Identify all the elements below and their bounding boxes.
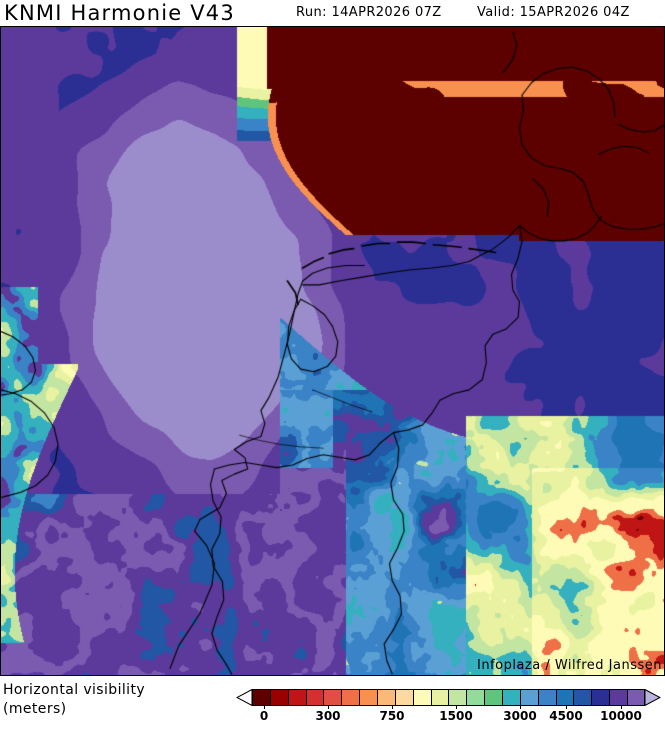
legend-title-line1: Horizontal visibility (3, 682, 146, 698)
colorbar-left-arrow-icon (236, 689, 253, 706)
valid-time-label: Valid: 15APR2026 04Z (477, 5, 630, 20)
colorbar-cell (252, 689, 270, 706)
header-bar: KNMI Harmonie V43 Run: 14APR2026 07Z Val… (0, 0, 665, 26)
visibility-heatmap[interactable] (1, 27, 664, 675)
colorbar-tick-label: 0 (259, 709, 269, 723)
map-panel[interactable]: Infoplaza / Wilfred Janssen (0, 26, 665, 676)
colorbar-tick-label: 300 (315, 709, 341, 723)
colorbar-tickmark (621, 706, 622, 709)
colorbar-cell (377, 689, 395, 706)
colorbar-tick-labels: 03007501500300045001000020000 (236, 706, 665, 726)
colorbar-cell (448, 689, 467, 706)
colorbar-cell (430, 689, 449, 706)
colorbar-tickmark (456, 706, 457, 709)
colorbar-tick-label: 1500 (439, 709, 473, 723)
colorbar-cell (537, 689, 556, 706)
colorbar-cell (305, 689, 324, 706)
run-time-label: Run: 14APR2026 07Z (296, 5, 442, 20)
colorbar-cell (269, 689, 288, 706)
colorbar: 03007501500300045001000020000 (236, 689, 665, 729)
colorbar-tickmark (566, 706, 567, 709)
colorbar-right-arrow-icon (644, 689, 661, 706)
colorbar-cell (555, 689, 574, 706)
colorbar-tickmark (520, 706, 521, 709)
colorbar-cell (287, 689, 306, 706)
colorbar-cell (341, 689, 360, 706)
colorbar-cell (502, 689, 520, 706)
colorbar-cell (627, 689, 645, 706)
colorbar-cell (394, 689, 413, 706)
colorbar-tickmark (392, 706, 393, 709)
colorbar-tick-label: 3000 (503, 709, 537, 723)
colorbar-cell (591, 689, 610, 706)
colorbar-cell (412, 689, 431, 706)
legend-panel: Horizontal visibility (meters) 0 300 750 15… (0, 679, 665, 735)
colorbar-cell (484, 689, 503, 706)
colorbar-cell (466, 689, 485, 706)
colorbar-cells (252, 689, 645, 706)
page-title: KNMI Harmonie V43 (4, 1, 235, 25)
colorbar-cell (609, 689, 628, 706)
colorbar-cell (359, 689, 378, 706)
colorbar-tickmark (328, 706, 329, 709)
colorbar-tick-label: 10000 (600, 709, 642, 723)
colorbar-cell (573, 689, 592, 706)
colorbar-tickmark (264, 706, 265, 709)
colorbar-tick-label: 4500 (549, 709, 583, 723)
colorbar-cell (323, 689, 342, 706)
colorbar-cell (519, 689, 538, 706)
legend-title-line2: (meters) (3, 701, 67, 717)
colorbar-tick-label: 750 (379, 709, 405, 723)
legend-title: Horizontal visibility (meters) (3, 681, 223, 719)
